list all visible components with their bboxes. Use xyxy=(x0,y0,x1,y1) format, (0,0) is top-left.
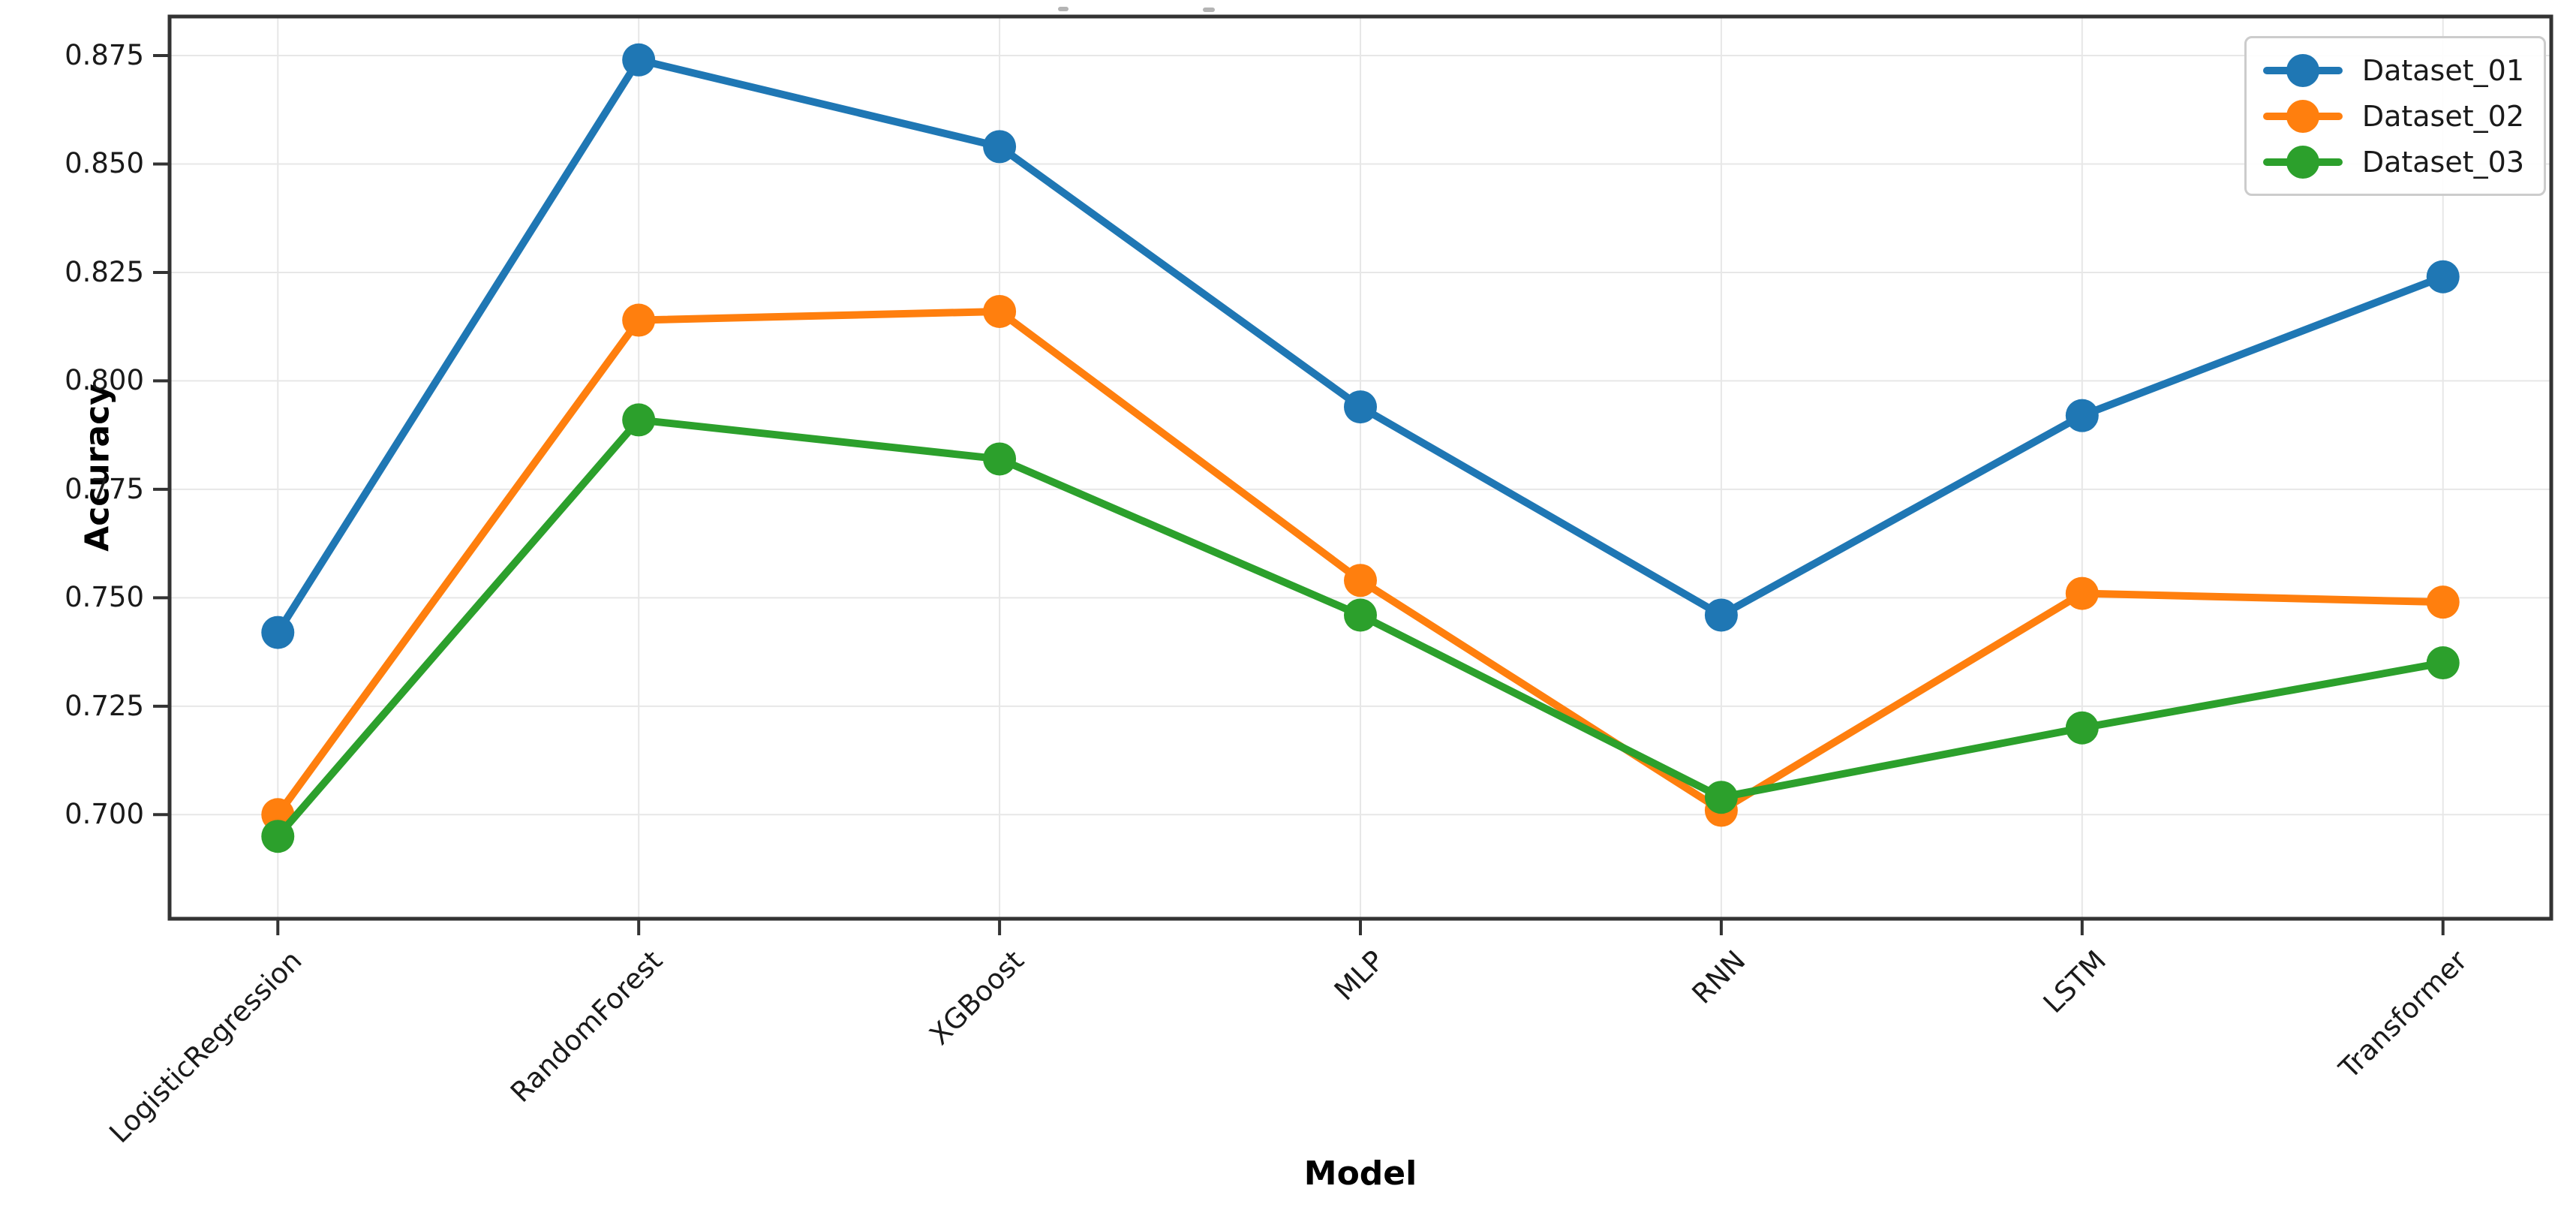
y-tick-label: 0.750 xyxy=(65,581,144,614)
data-point-Dataset_03-Transformer xyxy=(2426,646,2460,680)
data-point-Dataset_03-XGBoost xyxy=(983,442,1017,476)
data-point-Dataset_02-Transformer xyxy=(2426,585,2460,619)
data-point-Dataset_03-MLP xyxy=(1344,598,1377,632)
data-point-Dataset_01-MLP xyxy=(1344,390,1377,424)
y-tick-label: 0.725 xyxy=(65,689,144,722)
data-point-Dataset_03-RNN xyxy=(1704,781,1738,814)
x-axis-title: Model xyxy=(1303,1154,1417,1193)
y-tick-label: 0.700 xyxy=(65,798,144,831)
data-point-Dataset_01-RandomForest xyxy=(622,43,656,77)
data-point-Dataset_02-MLP xyxy=(1344,564,1377,597)
y-tick-label: 0.875 xyxy=(65,39,144,71)
data-point-Dataset_01-LogisticRegression xyxy=(261,616,295,649)
y-tick-label: 0.775 xyxy=(65,472,144,505)
y-tick-label: 0.850 xyxy=(65,147,144,180)
legend-label: Dataset_01 xyxy=(2361,53,2524,87)
data-point-Dataset_01-RNN xyxy=(1704,598,1738,632)
legend-entry: Dataset_03 xyxy=(2262,139,2524,185)
legend-label: Dataset_02 xyxy=(2361,99,2524,133)
legend-marker-icon xyxy=(2262,99,2343,133)
data-point-Dataset_03-LogisticRegression xyxy=(261,820,295,853)
y-tick-label: 0.800 xyxy=(65,364,144,397)
data-point-Dataset_02-RandomForest xyxy=(622,303,656,337)
legend-marker-icon xyxy=(2262,145,2343,179)
cropped-title-fragment xyxy=(1058,7,1069,11)
legend: Dataset_01 Dataset_02 Dataset_03 xyxy=(2244,36,2546,196)
legend-entry: Dataset_02 xyxy=(2262,93,2524,139)
data-point-Dataset_01-LSTM xyxy=(2065,399,2099,432)
data-point-Dataset_02-XGBoost xyxy=(983,294,1017,328)
y-axis-title: Accuracy xyxy=(78,384,117,552)
data-point-Dataset_03-LSTM xyxy=(2065,711,2099,745)
data-point-Dataset_03-RandomForest xyxy=(622,403,656,437)
data-point-Dataset_01-Transformer xyxy=(2426,260,2460,293)
legend-entry: Dataset_01 xyxy=(2262,47,2524,93)
cropped-title-fragment xyxy=(1203,8,1215,12)
y-tick-label: 0.825 xyxy=(65,255,144,288)
legend-marker-icon xyxy=(2262,53,2343,87)
legend-label: Dataset_03 xyxy=(2361,145,2524,179)
plot-border xyxy=(167,14,2553,921)
data-point-Dataset_02-LSTM xyxy=(2065,576,2099,610)
data-point-Dataset_01-XGBoost xyxy=(983,130,1017,164)
